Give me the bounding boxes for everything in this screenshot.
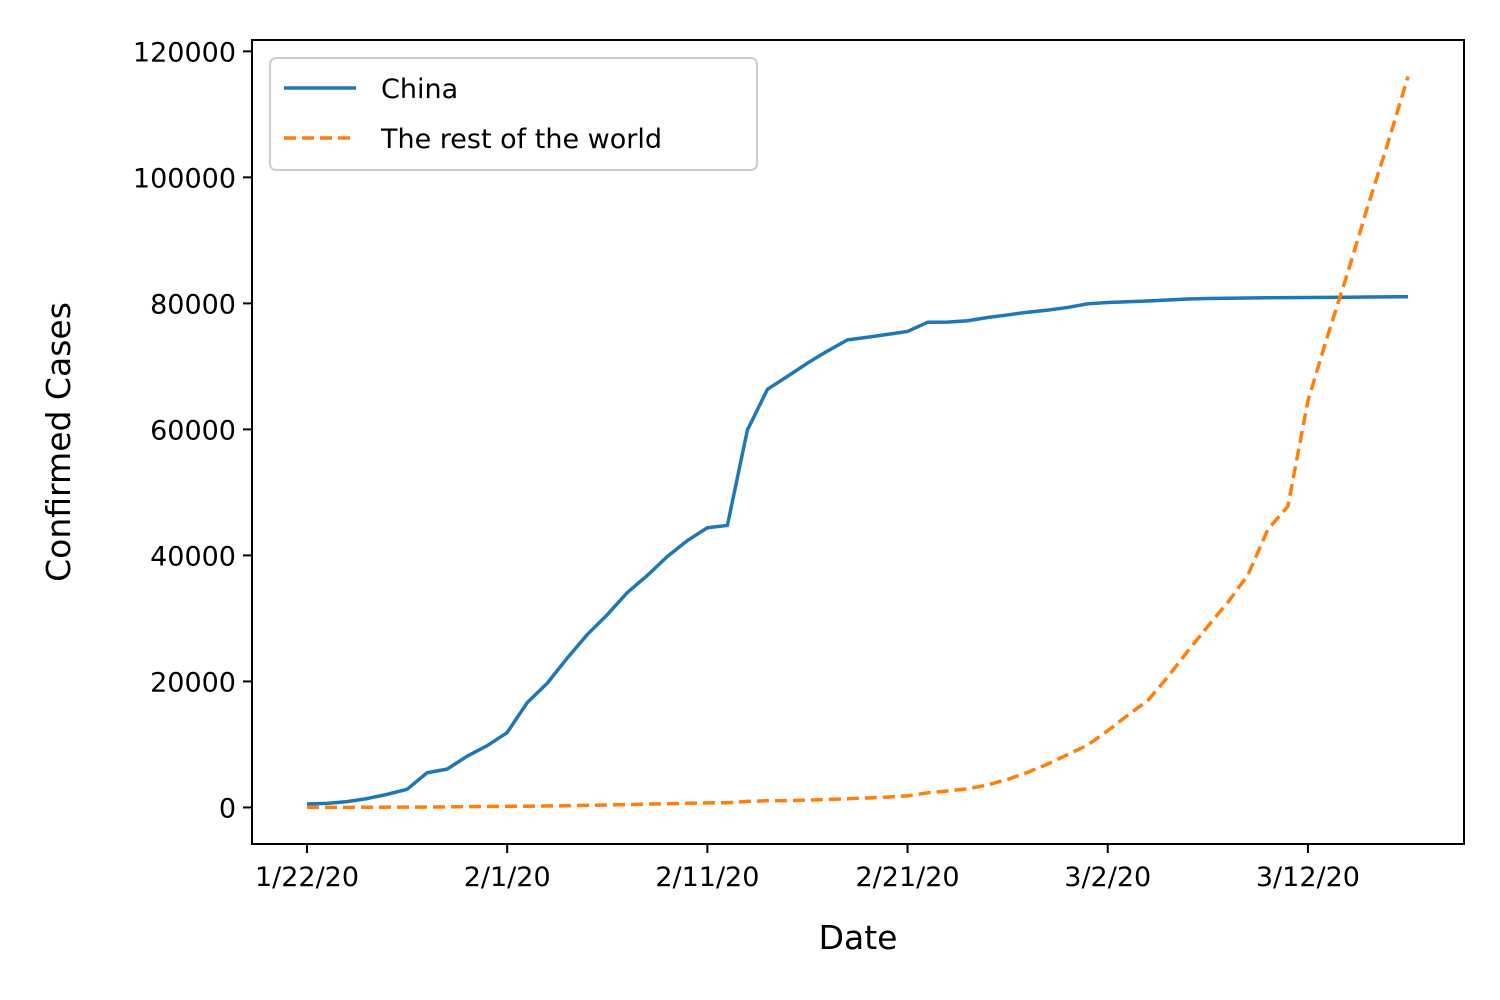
legend: China The rest of the world <box>269 57 758 171</box>
legend-label-rest-of-world: The rest of the world <box>380 124 662 155</box>
y-axis-ticks: 0 20000 40000 60000 80000 100000 120000 <box>133 37 252 824</box>
x-tick-label: 1/22/20 <box>255 862 359 893</box>
y-tick-label: 100000 <box>133 163 236 194</box>
y-tick-label: 20000 <box>150 667 236 698</box>
y-tick-label: 40000 <box>150 541 236 572</box>
x-axis-title: Date <box>819 918 898 957</box>
legend-label-china: China <box>381 74 458 105</box>
legend-box <box>269 57 758 171</box>
y-tick-label: 0 <box>219 793 236 824</box>
y-tick-label: 80000 <box>150 289 236 320</box>
series-line-rest-of-world <box>306 76 1410 810</box>
x-tick-label: 2/1/20 <box>464 862 551 893</box>
series-line-china <box>306 294 1409 806</box>
plot-frame <box>251 39 1465 845</box>
y-tick-label: 60000 <box>150 415 236 446</box>
y-tick-label: 120000 <box>133 37 236 68</box>
y-axis-title: Confirmed Cases <box>39 302 78 582</box>
x-tick-label: 2/11/20 <box>655 862 759 893</box>
x-tick-label: 2/21/20 <box>855 862 959 893</box>
series-lines <box>306 76 1410 810</box>
x-axis-ticks: 1/22/20 2/1/20 2/11/20 2/21/20 3/2/20 3/12/20 <box>255 844 1360 893</box>
x-tick-label: 3/2/20 <box>1064 862 1151 893</box>
x-tick-label: 3/12/20 <box>1256 862 1360 893</box>
